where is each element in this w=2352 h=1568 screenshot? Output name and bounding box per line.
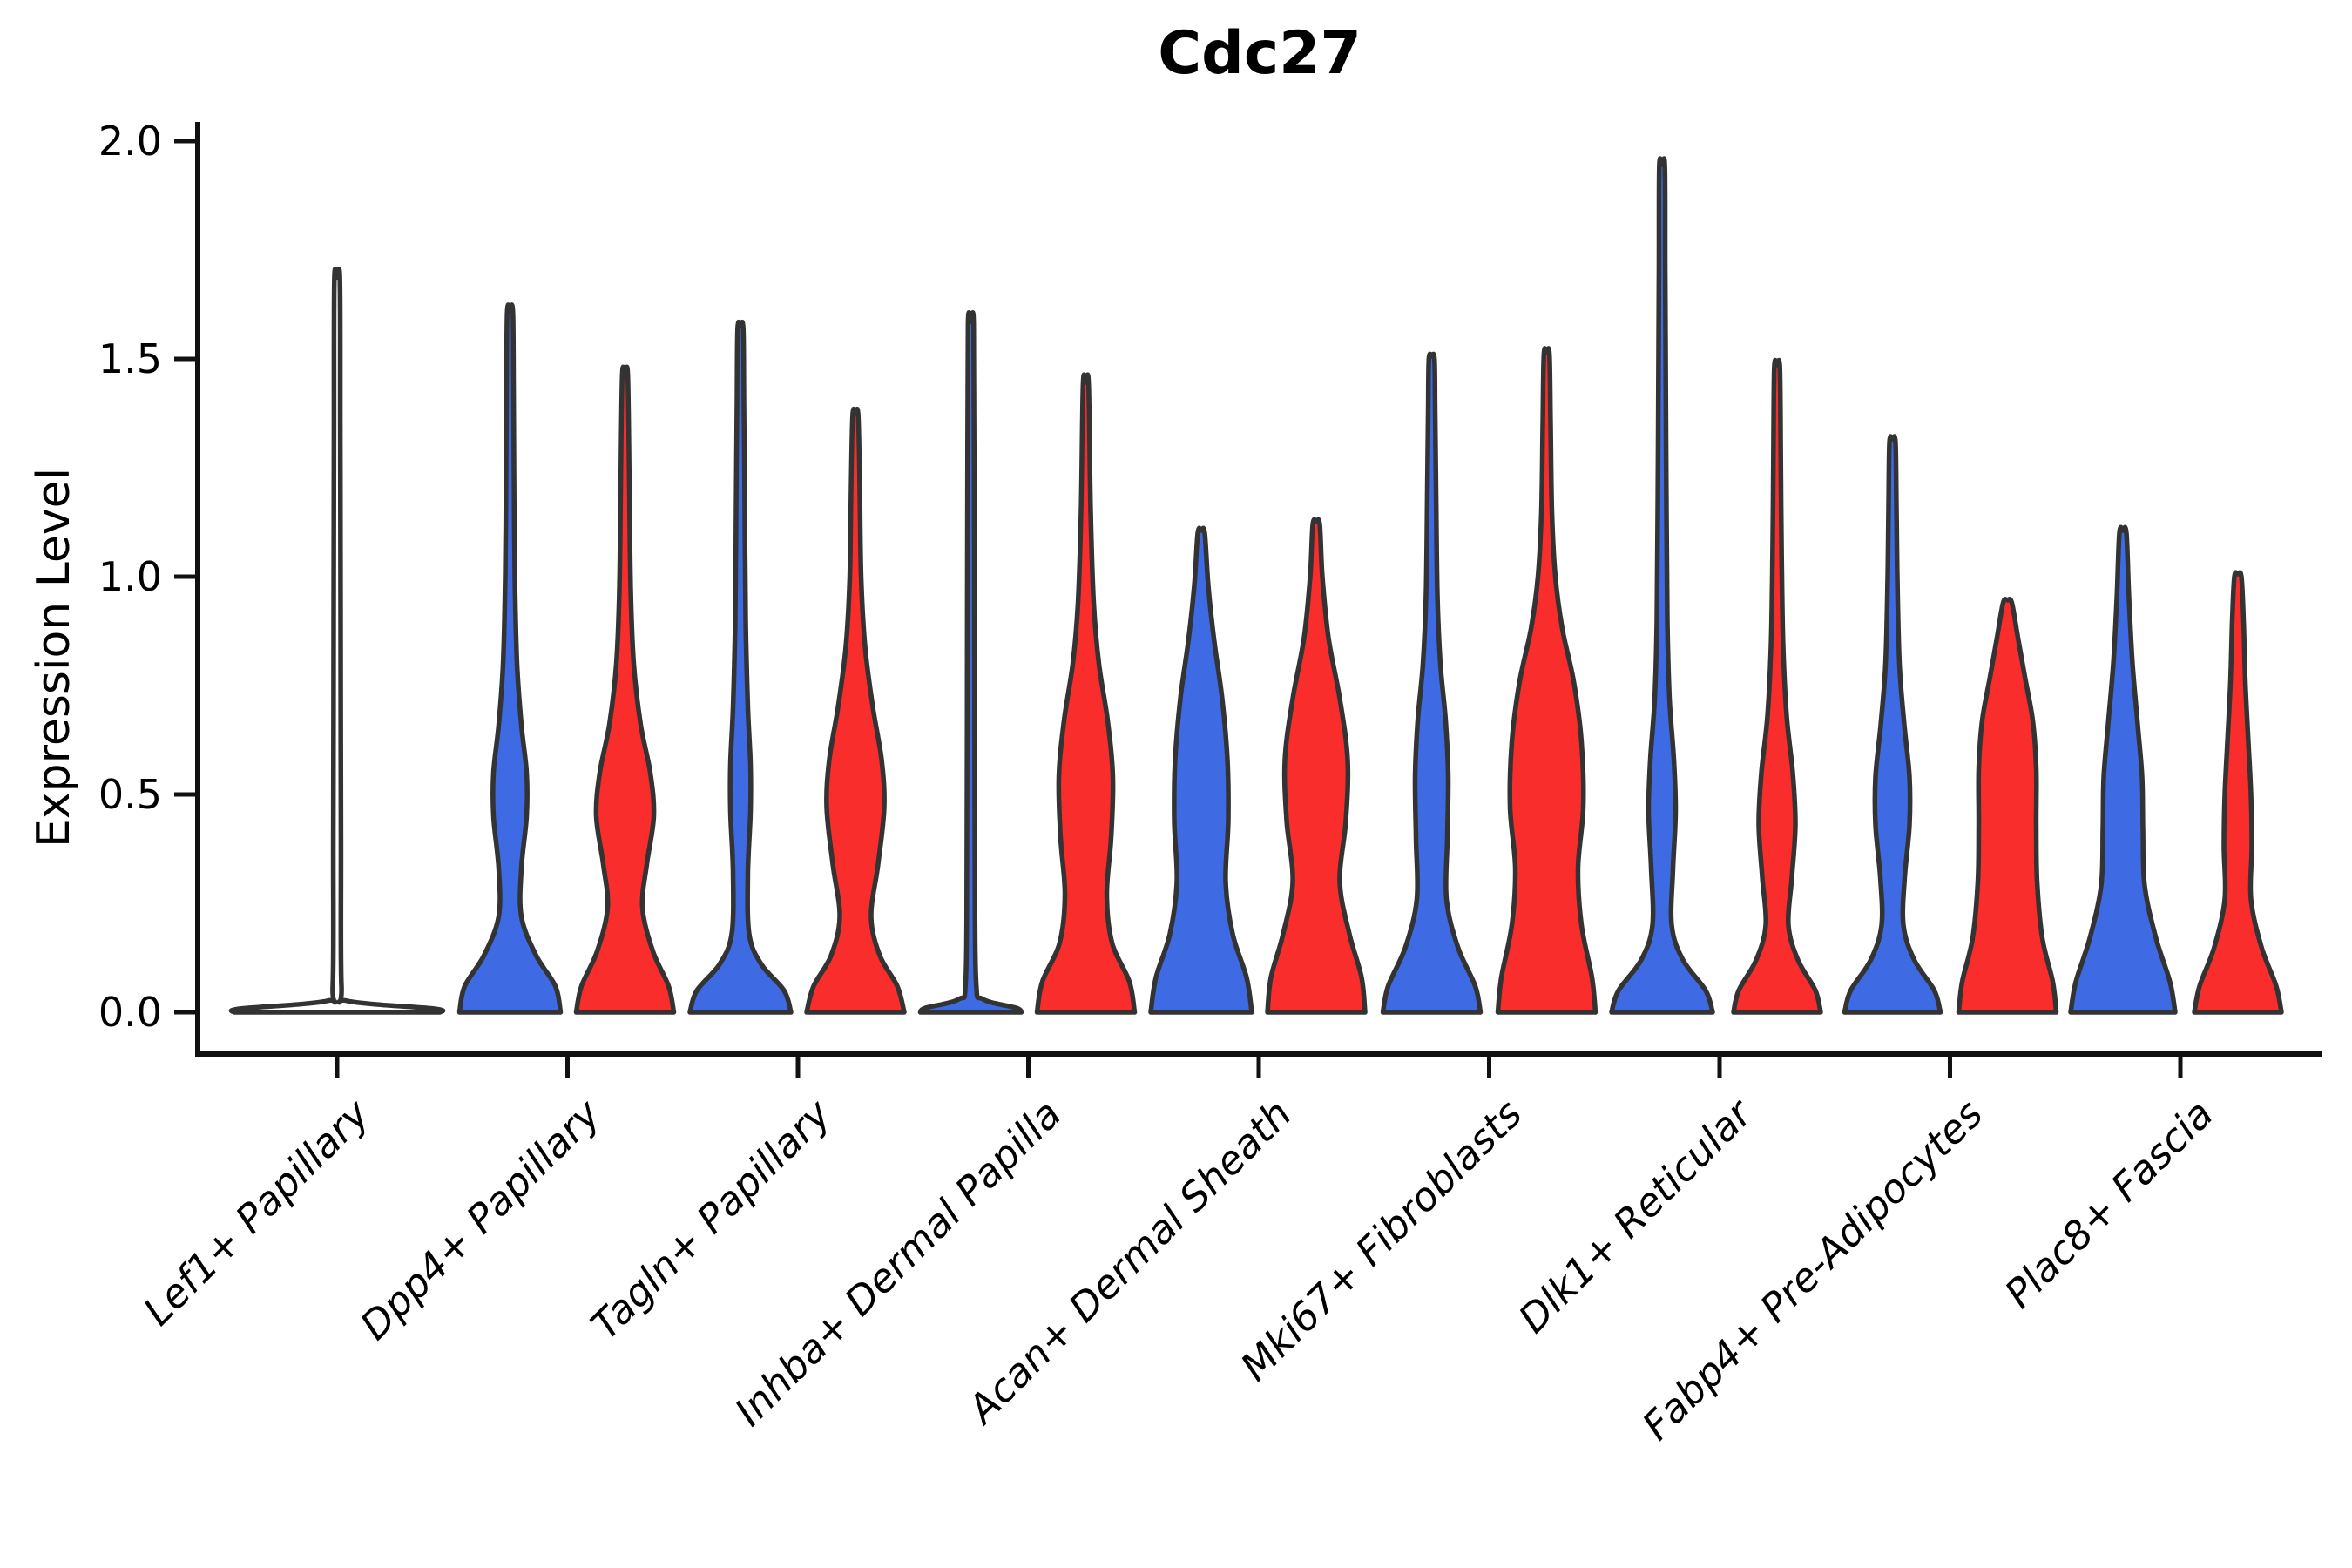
violin-red-inhba-dermal-papilla	[1034, 372, 1138, 1015]
violin-blue-inhba-dermal-papilla	[917, 309, 1024, 1015]
violin-blue-plac8-fascia	[2068, 524, 2178, 1015]
y-tick-label: 0.5	[98, 771, 162, 818]
violin-red-plac8-fascia	[2192, 570, 2284, 1015]
violin-blue-fabp4-pre-adipocytes	[1842, 434, 1943, 1015]
violin-red-mki67-fibroblasts	[1495, 346, 1598, 1015]
y-tick-label: 2.0	[98, 118, 162, 165]
violin-red-tagln-papillary	[804, 406, 907, 1015]
violin-blue-dlk1-reticular	[1609, 156, 1715, 1015]
plot-title: Cdc27	[1158, 19, 1362, 88]
violin-red-acan-dermal-sheath	[1265, 517, 1368, 1015]
violin-red-dlk1-reticular	[1731, 357, 1823, 1015]
violin-red-dpp4-papillary	[573, 364, 677, 1015]
violin-flat-with-outlier-spike-lef1-papillary	[228, 266, 446, 1015]
violin-blue-acan-dermal-sheath	[1148, 525, 1254, 1015]
violin-blue-dpp4-papillary	[456, 302, 564, 1015]
violin-blue-tagln-papillary	[687, 319, 794, 1015]
violin-blue-mki67-fibroblasts	[1380, 351, 1484, 1015]
violin-red-fabp4-pre-adipocytes	[1956, 597, 2059, 1015]
y-tick-label: 0.0	[98, 989, 162, 1036]
y-tick-label: 1.0	[98, 553, 162, 600]
y-tick-label: 1.5	[98, 335, 162, 382]
